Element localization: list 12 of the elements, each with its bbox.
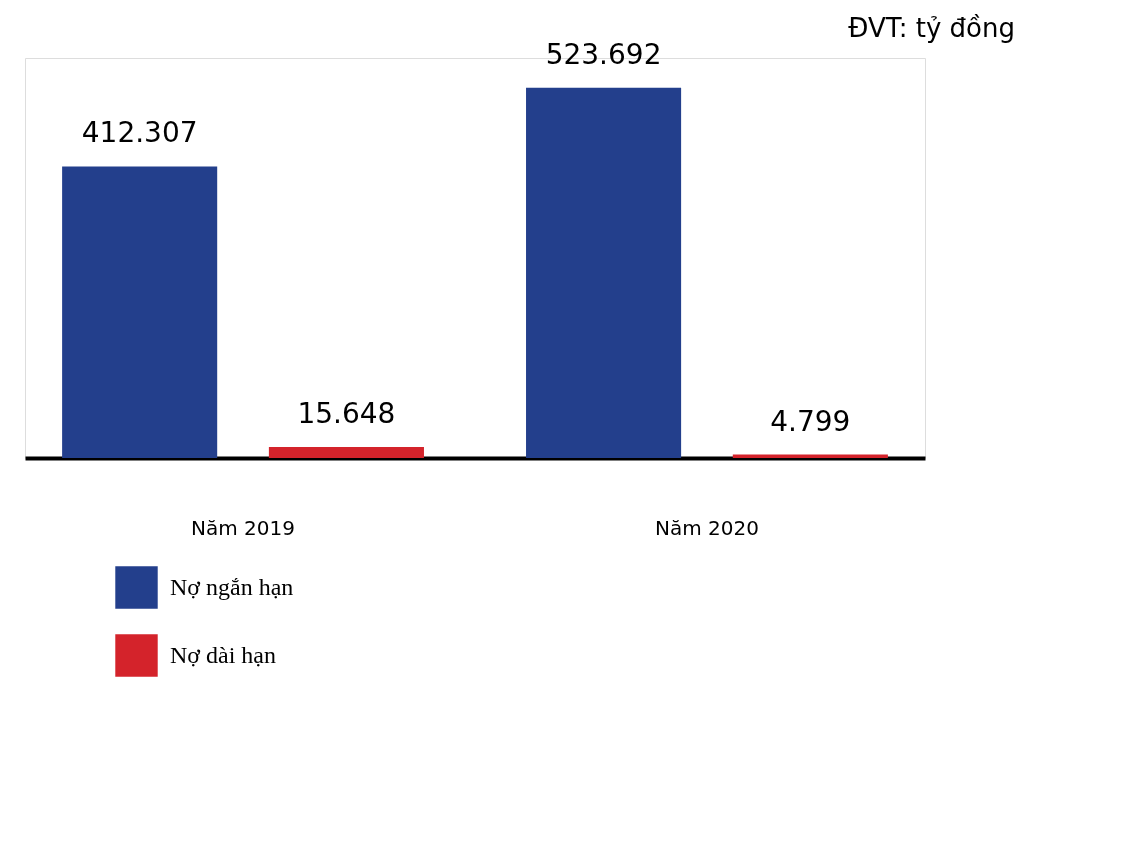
bar	[62, 166, 218, 458]
bar	[526, 87, 682, 458]
data-label: 4.799	[770, 404, 851, 438]
data-label: 412.307	[81, 116, 198, 150]
legend-label: Nợ ngắn hạn	[170, 573, 294, 600]
bar	[268, 446, 424, 458]
data-label: 15.648	[297, 396, 396, 430]
data-label: 523.692	[545, 37, 662, 71]
x-tick-label: Năm 2019	[191, 515, 296, 540]
legend-label: Nợ dài hạn	[170, 641, 276, 668]
text: ĐVT: tỷ đồng	[848, 12, 1015, 43]
x-tick-label: Năm 2020	[654, 515, 759, 540]
